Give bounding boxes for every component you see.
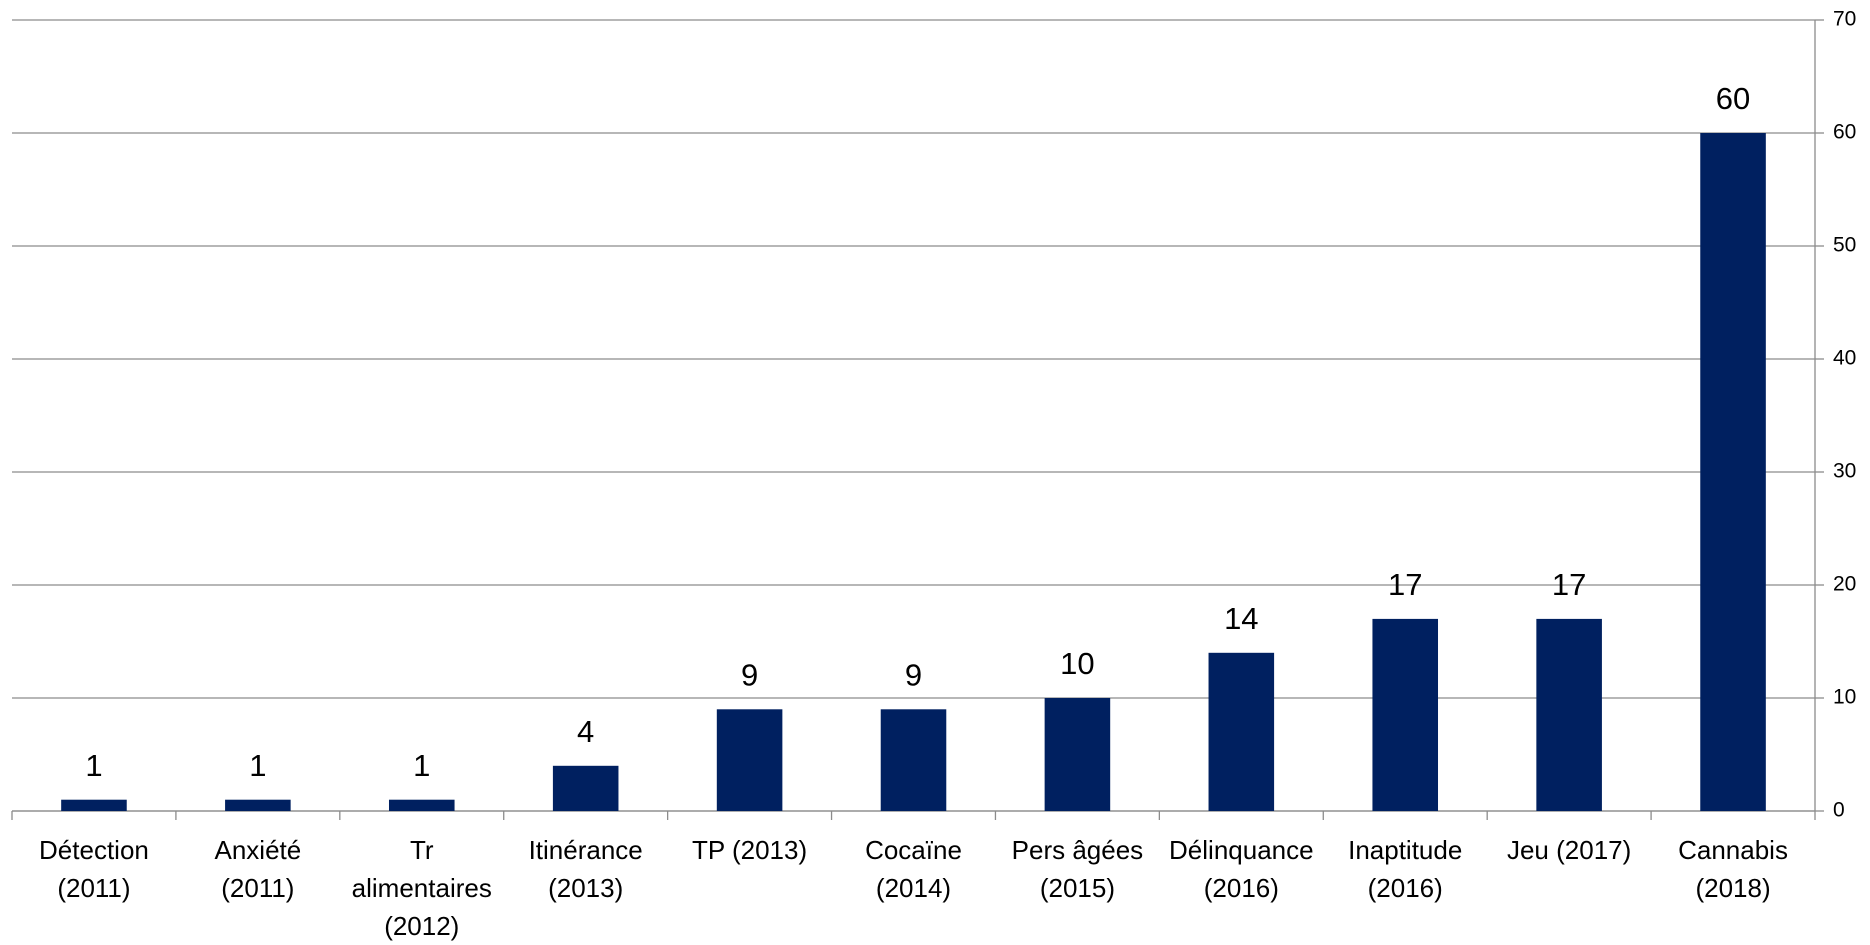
data-label: 10 bbox=[1060, 646, 1094, 681]
y-tick-label: 0 bbox=[1833, 799, 1845, 822]
y-tick-label: 30 bbox=[1833, 460, 1856, 483]
x-tick-label: Jeu (2017) bbox=[1506, 835, 1632, 865]
data-label: 4 bbox=[577, 714, 594, 749]
data-label: 14 bbox=[1224, 601, 1258, 636]
bar bbox=[880, 709, 947, 811]
bar bbox=[1044, 698, 1111, 811]
bar bbox=[225, 799, 291, 811]
data-label: 9 bbox=[905, 657, 922, 692]
y-tick-label: 20 bbox=[1833, 573, 1856, 596]
y-tick-label: 40 bbox=[1833, 347, 1856, 370]
bar bbox=[1208, 652, 1275, 811]
y-tick-label: 10 bbox=[1833, 686, 1856, 709]
data-label: 1 bbox=[85, 748, 102, 783]
x-tick-label: Inaptitude (2016) bbox=[1348, 835, 1463, 903]
x-tick-label: Détection (2011) bbox=[39, 835, 149, 903]
x-tick-label: Tr alimentaires (2012) bbox=[351, 835, 492, 941]
y-tick-label: 50 bbox=[1833, 234, 1856, 257]
data-label: 17 bbox=[1552, 567, 1586, 602]
bar bbox=[61, 799, 127, 811]
data-label: 9 bbox=[741, 657, 758, 692]
bar bbox=[388, 799, 455, 811]
y-tick-label: 60 bbox=[1833, 121, 1856, 144]
x-tick-label: Anxiété (2011) bbox=[214, 835, 302, 903]
data-label: 17 bbox=[1388, 567, 1422, 602]
data-label: 1 bbox=[249, 748, 266, 783]
bar bbox=[1536, 618, 1602, 811]
x-tick-label: Délinquance (2016) bbox=[1169, 835, 1314, 903]
x-tick-label: TP (2013) bbox=[692, 835, 808, 865]
bar bbox=[1700, 133, 1766, 811]
bar bbox=[552, 765, 619, 811]
data-label: 60 bbox=[1716, 81, 1750, 116]
y-tick-label: 70 bbox=[1833, 8, 1856, 31]
bar bbox=[716, 709, 783, 811]
x-tick-label: Cannabis (2018) bbox=[1678, 835, 1788, 903]
x-tick-label: Itinérance (2013) bbox=[528, 835, 643, 903]
x-tick-label: Cocaïne (2014) bbox=[865, 835, 962, 903]
x-tick-label: Pers âgées (2015) bbox=[1011, 835, 1144, 903]
data-label: 1 bbox=[413, 748, 430, 783]
bar bbox=[1372, 618, 1439, 811]
